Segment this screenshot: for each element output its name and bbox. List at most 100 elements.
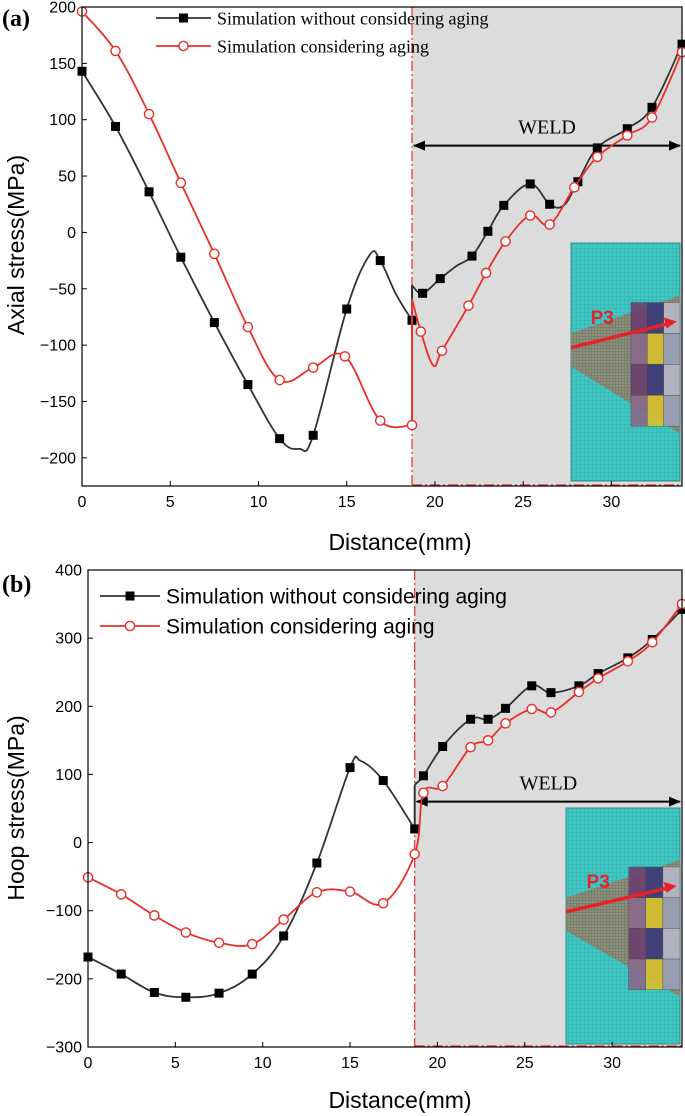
- axial-series-1-point: [621, 130, 633, 141]
- hoop-series-0-point: [501, 703, 511, 713]
- axial-inset-element: [647, 364, 664, 396]
- axial-inset-element: [647, 395, 664, 427]
- axial-series-0-point: [275, 434, 285, 444]
- hoop-series-1-point: [115, 889, 127, 900]
- hoop-series-1-point: [409, 848, 421, 860]
- hoop-x-tick-label: 0: [84, 1055, 93, 1072]
- axial-series-1-point: [175, 177, 187, 189]
- hoop-inset-element: [662, 958, 681, 990]
- axial-inset-element: [663, 364, 681, 396]
- axial-axes-frame: [81, 6, 683, 487]
- hoop-series-1-point: [465, 741, 476, 753]
- axial-series-0-point: [677, 39, 685, 49]
- axial-inset-element: [663, 302, 681, 334]
- axial-series-1-line-0: [81, 10, 413, 429]
- hoop-y-tick-label: 200: [55, 699, 82, 716]
- axial-series-0-point: [176, 252, 186, 262]
- axial-y-tick-label: −150: [40, 394, 76, 411]
- hoop-series-0-point: [546, 688, 556, 698]
- axial-x-tick-label: 0: [78, 494, 87, 511]
- axial-series-0-point: [209, 318, 219, 328]
- axial-legend-label-1: Simulation considering aging: [217, 36, 429, 56]
- axial-inset-element: [647, 333, 664, 365]
- hoop-series-0-point: [677, 605, 685, 615]
- hoop-inset-element: [628, 958, 647, 990]
- hoop-inset-element: [645, 958, 664, 990]
- axial-series-0-point: [499, 200, 509, 210]
- axial-series-0-point: [592, 143, 602, 153]
- axial-series-1-point: [307, 362, 319, 373]
- axial-y-tick-label: 200: [49, 0, 76, 17]
- hoop-inset-arrow: [565, 885, 671, 914]
- hoop-x-tick-label: 30: [603, 1055, 621, 1072]
- hoop-x-tick-label: 15: [341, 1055, 359, 1072]
- axial-inset-element: [630, 364, 648, 396]
- axial-x-axis-label: Distance(mm): [328, 529, 471, 555]
- axial-series-0-point: [342, 304, 352, 314]
- axial-series-0-point: [622, 124, 632, 134]
- hoop-series-0-point: [181, 992, 191, 1002]
- hoop-series-0-point: [214, 988, 224, 998]
- hoop-y-tick-label: −200: [46, 971, 82, 988]
- hoop-series-0-point: [527, 681, 537, 691]
- hoop-inset-element: [662, 928, 681, 960]
- axial-series-1-point: [415, 326, 427, 337]
- hoop-series-1-point: [278, 914, 289, 925]
- hoop-series-0-point: [466, 714, 476, 724]
- hoop-legend-label-1: Simulation considering aging: [166, 615, 435, 638]
- axial-series-0-point: [243, 380, 253, 390]
- axial-x-tick-label: 20: [426, 494, 444, 511]
- hoop-series-1-point: [622, 656, 634, 667]
- axial-series-1-point: [500, 236, 511, 247]
- axial-weld-label: WELD: [518, 117, 576, 139]
- axial-x-tick-label: 15: [338, 494, 356, 511]
- axial-x-tick-label: 25: [514, 494, 532, 511]
- hoop-inset-arrow-head: [663, 881, 677, 893]
- hoop-inset-element: [662, 866, 681, 898]
- hoop-series-0-point: [483, 714, 493, 724]
- axial-y-axis-label: Axial stress(MPa): [3, 155, 29, 335]
- axial-inset-element: [663, 395, 681, 427]
- hoop-series-0-point: [345, 763, 355, 773]
- hoop-inset-mesh: P3: [565, 807, 681, 1045]
- hoop-series-1-point: [311, 887, 323, 898]
- hoop-series-1-point: [213, 937, 225, 949]
- hoop-x-tick-label: 5: [171, 1055, 180, 1072]
- hoop-y-tick-label: 300: [55, 631, 82, 648]
- hoop-series-0-point: [116, 969, 126, 979]
- hoop-inset-label: P3: [587, 872, 610, 893]
- axial-series-1-point: [480, 267, 492, 279]
- axial-series-1-point: [242, 321, 254, 333]
- axial-series-0-point: [647, 102, 657, 112]
- hoop-series-1-point: [344, 886, 356, 897]
- axial-series-1-point: [676, 46, 685, 58]
- axial-series-0-line-0: [81, 70, 413, 453]
- axial-series-1-point: [406, 419, 418, 431]
- hoop-legend-label-0: Simulation without considering aging: [166, 585, 507, 608]
- hoop-series-0-point: [279, 931, 289, 941]
- axial-series-1-point: [436, 345, 448, 357]
- hoop-series-1-point: [437, 780, 448, 792]
- axial-inset-arrow-head: [663, 317, 677, 329]
- axial-series-1-point: [374, 415, 386, 426]
- axial-y-tick-label: −200: [40, 450, 76, 467]
- hoop-y-tick-label: 0: [73, 835, 82, 852]
- axial-series-0-point: [545, 199, 555, 209]
- axial-y-tick-label: 0: [67, 225, 76, 242]
- hoop-x-tick-label: 25: [516, 1055, 534, 1072]
- axial-series-0-point: [483, 226, 493, 236]
- hoop-series-1-point: [676, 598, 685, 610]
- hoop-inset-element: [628, 897, 647, 929]
- hoop-series-0-point: [438, 741, 448, 751]
- axial-weld-arrow-left: [413, 140, 425, 151]
- axial-x-tick-label: 10: [250, 494, 268, 511]
- hoop-series-1-point: [592, 673, 604, 684]
- hoop-x-tick-label: 10: [254, 1055, 272, 1072]
- axial-series-1-point: [463, 300, 474, 311]
- hoop-series-1-point: [526, 703, 538, 715]
- axial-y-tick-label: 150: [49, 56, 76, 73]
- hoop-series-0-point: [247, 969, 257, 979]
- axial-x-tick-label: 5: [166, 494, 175, 511]
- hoop-series-0-line-0: [87, 755, 416, 999]
